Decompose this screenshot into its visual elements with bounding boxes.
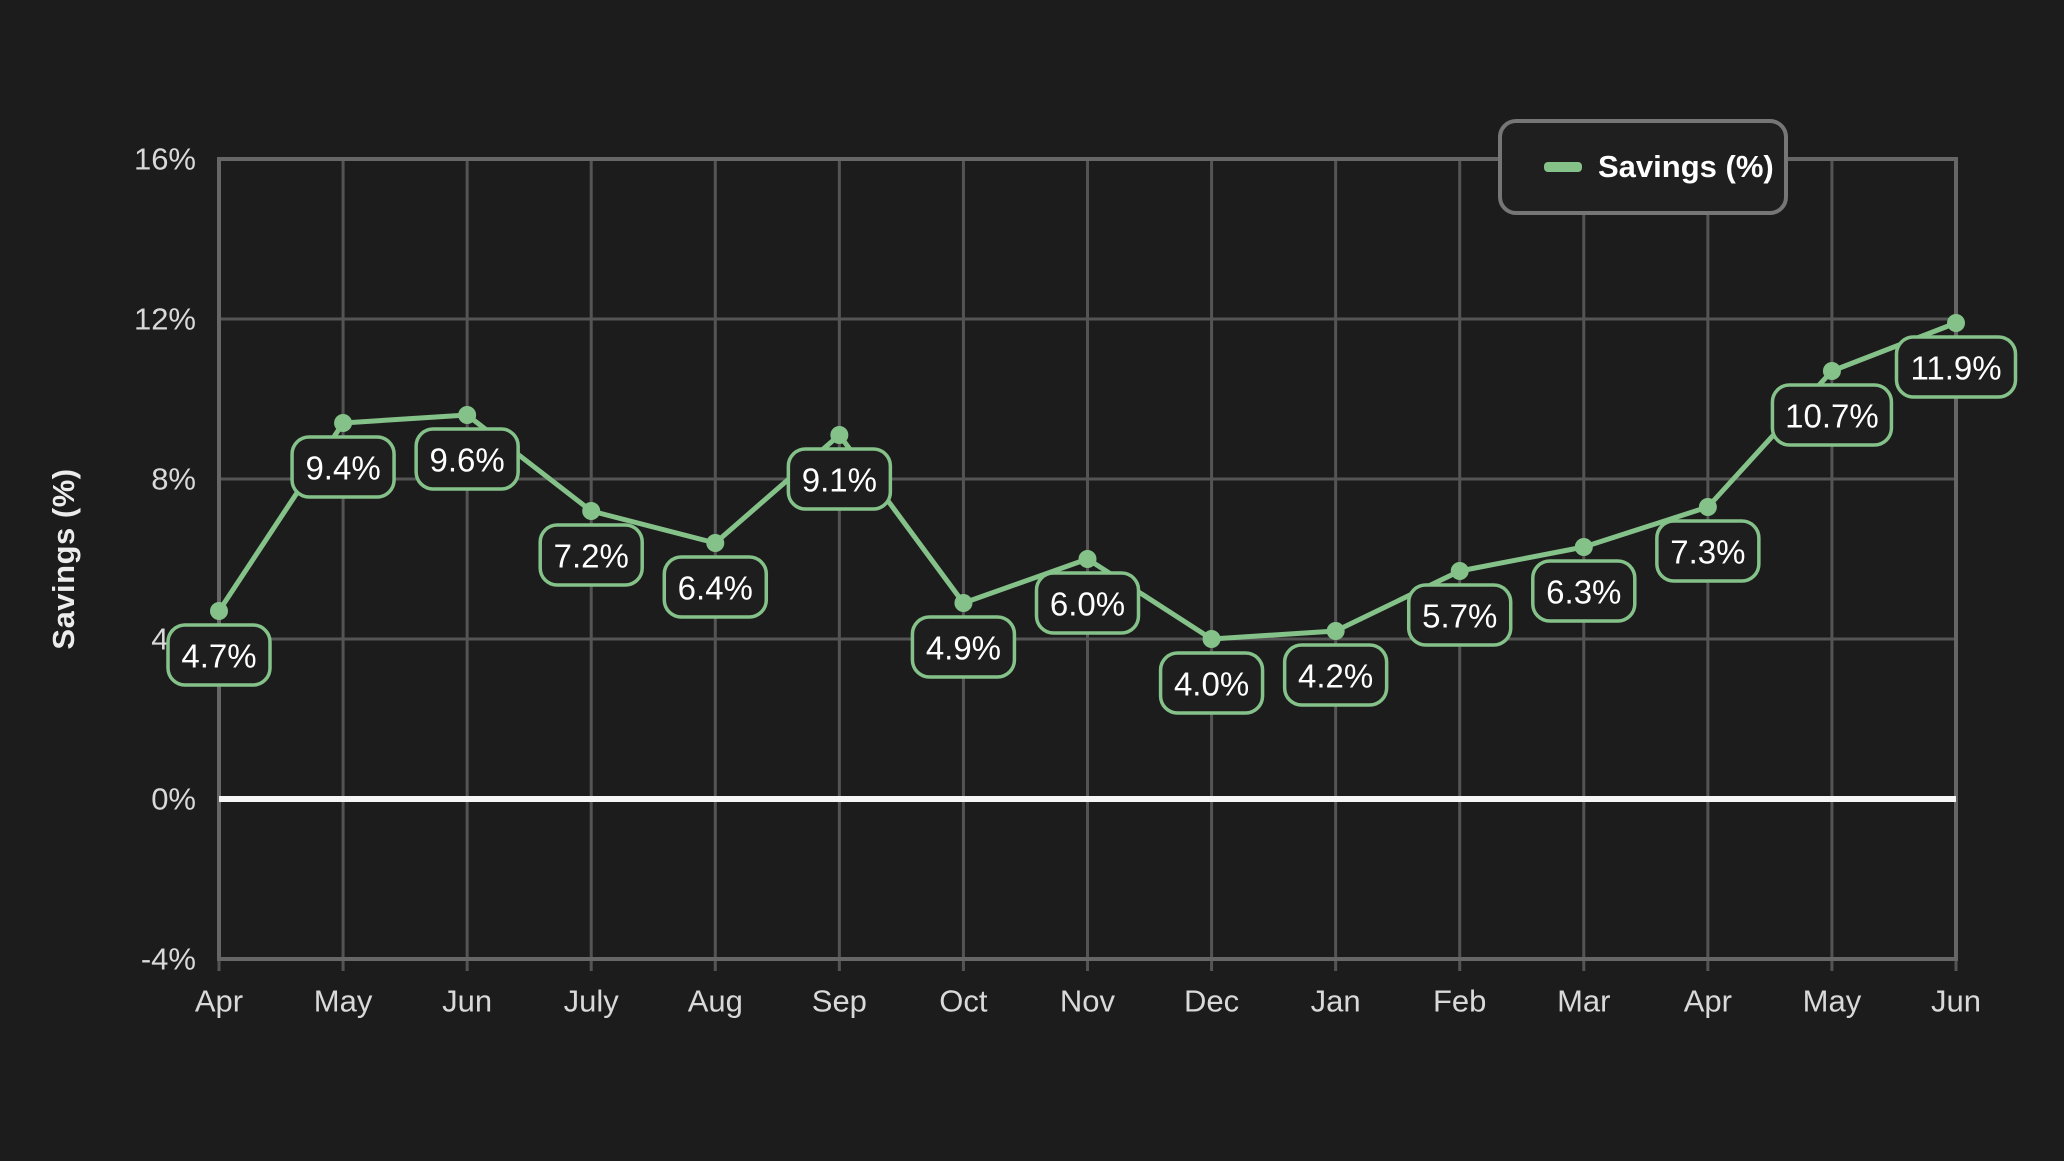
data-label-value: 4.7%: [181, 638, 256, 675]
x-tick-label: Apr: [195, 984, 243, 1019]
data-point-marker: [1574, 538, 1593, 556]
data-label-value: 9.1%: [802, 462, 877, 499]
x-tick-label: May: [1803, 984, 1862, 1019]
data-point-marker: [1326, 622, 1345, 640]
x-tick-label: July: [564, 984, 620, 1019]
data-label-value: 6.3%: [1546, 574, 1621, 611]
data-label-pill: [910, 615, 1017, 679]
data-point-marker: [210, 602, 228, 620]
x-tick-label: Oct: [939, 984, 988, 1019]
data-label-pill: [538, 523, 644, 587]
legend-label: Savings (%): [1598, 149, 1774, 184]
data-point-marker: [1078, 550, 1097, 568]
data-point-marker: [1202, 630, 1221, 648]
data-label-pill: [1655, 519, 1761, 583]
data-label-pill: [1894, 335, 2018, 399]
data-point-marker: [1822, 362, 1841, 380]
data-label-value: 4.0%: [1174, 666, 1249, 703]
data-label-pill: [1770, 383, 1894, 447]
data-label-pill: [1531, 559, 1637, 623]
data-label-pill: [1282, 643, 1389, 707]
data-label-value: 6.0%: [1050, 586, 1125, 623]
data-point-marker: [830, 426, 849, 444]
data-label-value: 10.7%: [1785, 398, 1879, 435]
data-label-pill: [166, 623, 272, 687]
data-point-marker: [1450, 562, 1469, 580]
x-tick-label: May: [314, 984, 373, 1019]
x-tick-label: Mar: [1557, 984, 1610, 1019]
x-tick-label: Feb: [1433, 984, 1486, 1019]
x-tick-label: Nov: [1060, 984, 1116, 1019]
x-tick-label: Sep: [812, 984, 867, 1019]
data-label-value: 4.9%: [926, 630, 1001, 667]
data-label-pill: [1158, 651, 1265, 715]
data-label-value: 9.4%: [305, 450, 380, 487]
data-point-marker: [1698, 498, 1717, 516]
data-label-pill: [414, 427, 520, 491]
x-tick-label: Jun: [442, 984, 492, 1019]
x-tick-label: Jun: [1931, 984, 1981, 1019]
y-tick-label: 16%: [134, 142, 196, 177]
data-label-value: 11.9%: [1910, 350, 2001, 387]
x-tick-label: Dec: [1184, 984, 1239, 1019]
data-label-pill: [290, 435, 396, 499]
y-tick-label: 0%: [151, 782, 196, 817]
data-label-value: 5.7%: [1422, 598, 1497, 635]
y-tick-label: -4%: [141, 942, 196, 977]
data-label-value: 4.2%: [1298, 658, 1373, 695]
data-label-value: 7.2%: [554, 538, 629, 575]
data-label-pill: [1034, 571, 1141, 635]
data-point-marker: [458, 406, 477, 424]
data-point-marker: [706, 534, 725, 552]
x-tick-label: Aug: [688, 984, 743, 1019]
data-point-marker: [1947, 314, 1965, 332]
legend: Savings (%): [1498, 119, 1788, 215]
data-label-pill: [786, 447, 893, 511]
x-tick-label: Jan: [1311, 984, 1361, 1019]
data-point-marker: [954, 594, 973, 612]
data-label-value: 7.3%: [1670, 534, 1745, 571]
data-label-value: 9.6%: [430, 442, 505, 479]
y-tick-label: 8%: [151, 462, 196, 497]
plot-frame: [217, 157, 1958, 961]
legend-line-swatch: [1544, 162, 1582, 172]
data-point-marker: [582, 502, 601, 520]
data-label-value: 6.4%: [678, 570, 753, 607]
data-label-pill: [1406, 583, 1513, 647]
data-point-marker: [334, 414, 353, 432]
y-axis-title: Savings (%): [46, 468, 81, 650]
x-tick-label: Apr: [1684, 984, 1732, 1019]
data-label-pill: [662, 555, 769, 619]
y-tick-label: 12%: [134, 302, 196, 337]
